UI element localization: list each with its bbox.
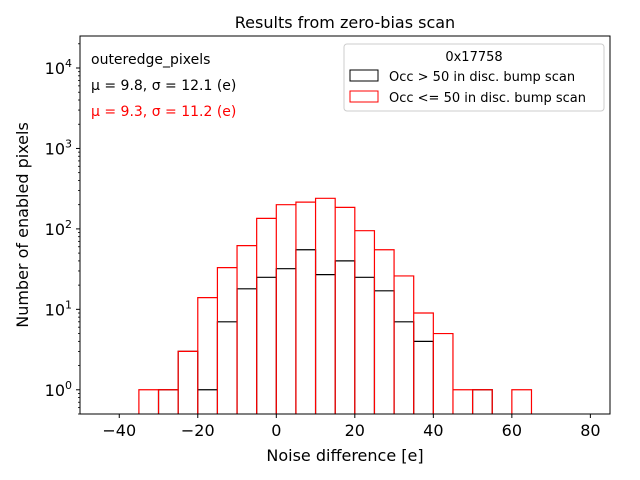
x-tick-label: 40 — [423, 421, 443, 440]
series-1-histogram — [138, 197, 533, 414]
legend-entry-red: Occ <= 50 in disc. bump scan — [389, 91, 586, 106]
chart-title: Results from zero-bias scan — [235, 13, 455, 32]
x-tick-label: −20 — [181, 421, 215, 440]
x-axis-label: Noise difference [e] — [266, 446, 423, 465]
annotation-stats-red: μ = 9.3, σ = 11.2 (e) — [91, 104, 236, 120]
annotation-stats-black: μ = 9.8, σ = 12.1 (e) — [91, 78, 236, 94]
series-layer — [138, 197, 533, 414]
legend-entry-black: Occ > 50 in disc. bump scan — [389, 70, 575, 85]
x-tick-label: 80 — [580, 421, 600, 440]
legend-swatch-red — [349, 90, 379, 103]
y-tick-label: 100 — [45, 379, 72, 400]
x-axis: −40 −20 0 20 40 60 80 — [102, 414, 601, 440]
y-tick-label: 101 — [45, 298, 72, 319]
x-tick-label: 60 — [502, 421, 522, 440]
legend: 0x17758 Occ > 50 in disc. bump scan Occ … — [343, 43, 605, 112]
y-tick-label: 104 — [45, 57, 72, 78]
y-axis-label: Number of enabled pixels — [13, 122, 32, 328]
y-axis: 100 101 102 103 104 — [45, 43, 80, 415]
plot-border — [79, 35, 611, 415]
x-tick-label: −40 — [102, 421, 136, 440]
annotation-label: outeredge_pixels — [91, 52, 210, 68]
legend-swatch-black — [349, 69, 379, 82]
x-tick-label: 20 — [345, 421, 365, 440]
y-tick-label: 103 — [45, 137, 72, 158]
legend-box — [343, 43, 605, 112]
x-tick-label: 0 — [271, 421, 281, 440]
legend-title: 0x17758 — [445, 50, 502, 65]
y-tick-label: 102 — [45, 218, 72, 239]
